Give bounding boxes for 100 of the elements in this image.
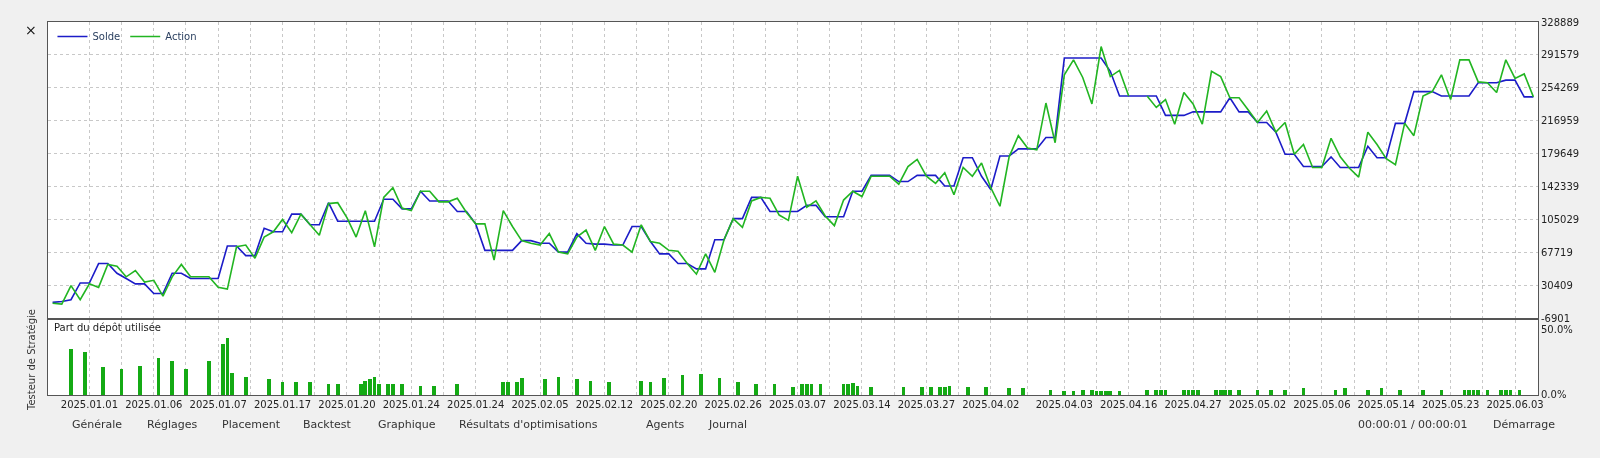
bar bbox=[1108, 391, 1112, 395]
bar bbox=[1302, 388, 1305, 395]
bar bbox=[1334, 390, 1337, 395]
bar bbox=[966, 387, 970, 395]
bar bbox=[589, 381, 592, 395]
bar bbox=[455, 384, 459, 395]
x-tick-label: 2025.01.24 bbox=[382, 399, 440, 410]
bar bbox=[1256, 390, 1259, 395]
bar bbox=[1467, 390, 1471, 395]
bar bbox=[294, 382, 298, 395]
bar bbox=[170, 361, 174, 395]
bar bbox=[1062, 391, 1066, 395]
bar bbox=[1118, 391, 1121, 395]
bar bbox=[184, 369, 188, 395]
bar bbox=[1145, 390, 1149, 395]
bar bbox=[207, 361, 211, 395]
bar bbox=[400, 384, 404, 395]
bar bbox=[1237, 390, 1241, 395]
x-tick-label: 2025.02.20 bbox=[640, 399, 698, 410]
bar bbox=[718, 378, 721, 395]
bar bbox=[773, 384, 776, 395]
x-tick-label: 2025.03.07 bbox=[768, 399, 827, 410]
x-tick-label: 2025.01.24 bbox=[447, 399, 505, 410]
bar bbox=[681, 375, 684, 395]
bar bbox=[754, 384, 758, 395]
x-tick-label: 2025.04.02 bbox=[962, 399, 1020, 410]
bar bbox=[1380, 388, 1383, 395]
bar bbox=[649, 382, 652, 395]
x-tick-label: 2025.05.14 bbox=[1357, 399, 1415, 410]
x-tick-label: 2025.02.12 bbox=[575, 399, 634, 410]
bar bbox=[1007, 388, 1011, 395]
x-tick-label: 2025.04.16 bbox=[1100, 399, 1158, 410]
text: Placement bbox=[222, 418, 281, 431]
bar bbox=[929, 387, 933, 395]
y-tick-label: 254269 bbox=[1541, 82, 1580, 94]
x-tick-label: 2025.05.06 bbox=[1293, 399, 1351, 410]
x-tick-label: 2025.01.17 bbox=[253, 399, 312, 410]
x-tick-label: 2025.05.23 bbox=[1421, 399, 1480, 410]
bar bbox=[359, 384, 363, 395]
bar bbox=[244, 377, 248, 395]
bar bbox=[1049, 390, 1052, 395]
bar bbox=[157, 358, 160, 395]
chart-title: Part du dépôt utilisée bbox=[54, 322, 161, 333]
bar bbox=[1343, 388, 1347, 395]
bar bbox=[639, 381, 643, 395]
bar bbox=[1518, 390, 1521, 395]
bar bbox=[557, 377, 560, 395]
bar bbox=[1486, 390, 1489, 395]
text: Réglages bbox=[147, 418, 198, 431]
text: Démarrage bbox=[1493, 418, 1556, 431]
y-tick-label: 50.0% bbox=[1541, 323, 1573, 335]
bar bbox=[327, 384, 330, 395]
bar bbox=[1366, 390, 1370, 395]
x-tick-label: 2025.03.14 bbox=[833, 399, 891, 410]
x-tick-label: 2025.01.20 bbox=[318, 399, 376, 410]
text: Générale bbox=[72, 418, 123, 431]
x-tick-label: 2025.01.06 bbox=[125, 399, 183, 410]
x-tick-label: 2025.04.03 bbox=[1035, 399, 1093, 410]
bar bbox=[1081, 390, 1085, 395]
bar bbox=[419, 386, 422, 395]
bar bbox=[1072, 391, 1075, 395]
bar bbox=[432, 386, 436, 395]
bar bbox=[1021, 388, 1025, 395]
bar bbox=[1283, 390, 1287, 395]
y-tick-label: 216959 bbox=[1541, 115, 1580, 127]
bar bbox=[336, 384, 340, 395]
text: Agents bbox=[646, 418, 685, 431]
x-tick-label: 2025.05.02 bbox=[1228, 399, 1287, 410]
x-tick-label: 2025.01.07 bbox=[189, 399, 247, 410]
bar bbox=[1398, 390, 1402, 395]
text: Journal bbox=[708, 418, 748, 431]
bar bbox=[791, 387, 795, 395]
bar bbox=[1269, 390, 1273, 395]
bar bbox=[819, 384, 822, 395]
bar bbox=[543, 379, 547, 395]
text: Graphique bbox=[378, 418, 436, 431]
y-tick-label: 179649 bbox=[1541, 148, 1580, 160]
x-tick-label: 2025.06.03 bbox=[1486, 399, 1544, 410]
y-tick-label: -6901 bbox=[1541, 312, 1571, 324]
text: 00:00:01 / 00:00:01 bbox=[1358, 418, 1468, 431]
bar bbox=[662, 378, 666, 395]
y-tick-label: 328889 bbox=[1541, 16, 1580, 28]
legend-label: Action bbox=[165, 31, 197, 43]
legend-label: Solde bbox=[92, 31, 121, 43]
bar bbox=[984, 387, 988, 395]
bar bbox=[1476, 390, 1480, 395]
y-tick-label: 0.0% bbox=[1541, 389, 1567, 401]
x-tick-label: 2025.01.01 bbox=[60, 399, 119, 410]
y-tick-label: 67719 bbox=[1541, 246, 1573, 258]
bar bbox=[902, 387, 905, 395]
bar bbox=[869, 387, 873, 395]
bar bbox=[1440, 390, 1443, 395]
y-tick-label: 142339 bbox=[1541, 181, 1580, 193]
bar bbox=[83, 352, 87, 395]
y-tick-label: 105029 bbox=[1541, 213, 1580, 225]
text: × bbox=[25, 22, 37, 38]
bar bbox=[69, 349, 73, 395]
text: Testeur de Stratégie bbox=[26, 308, 37, 411]
bar bbox=[736, 382, 740, 395]
bar bbox=[267, 379, 271, 395]
